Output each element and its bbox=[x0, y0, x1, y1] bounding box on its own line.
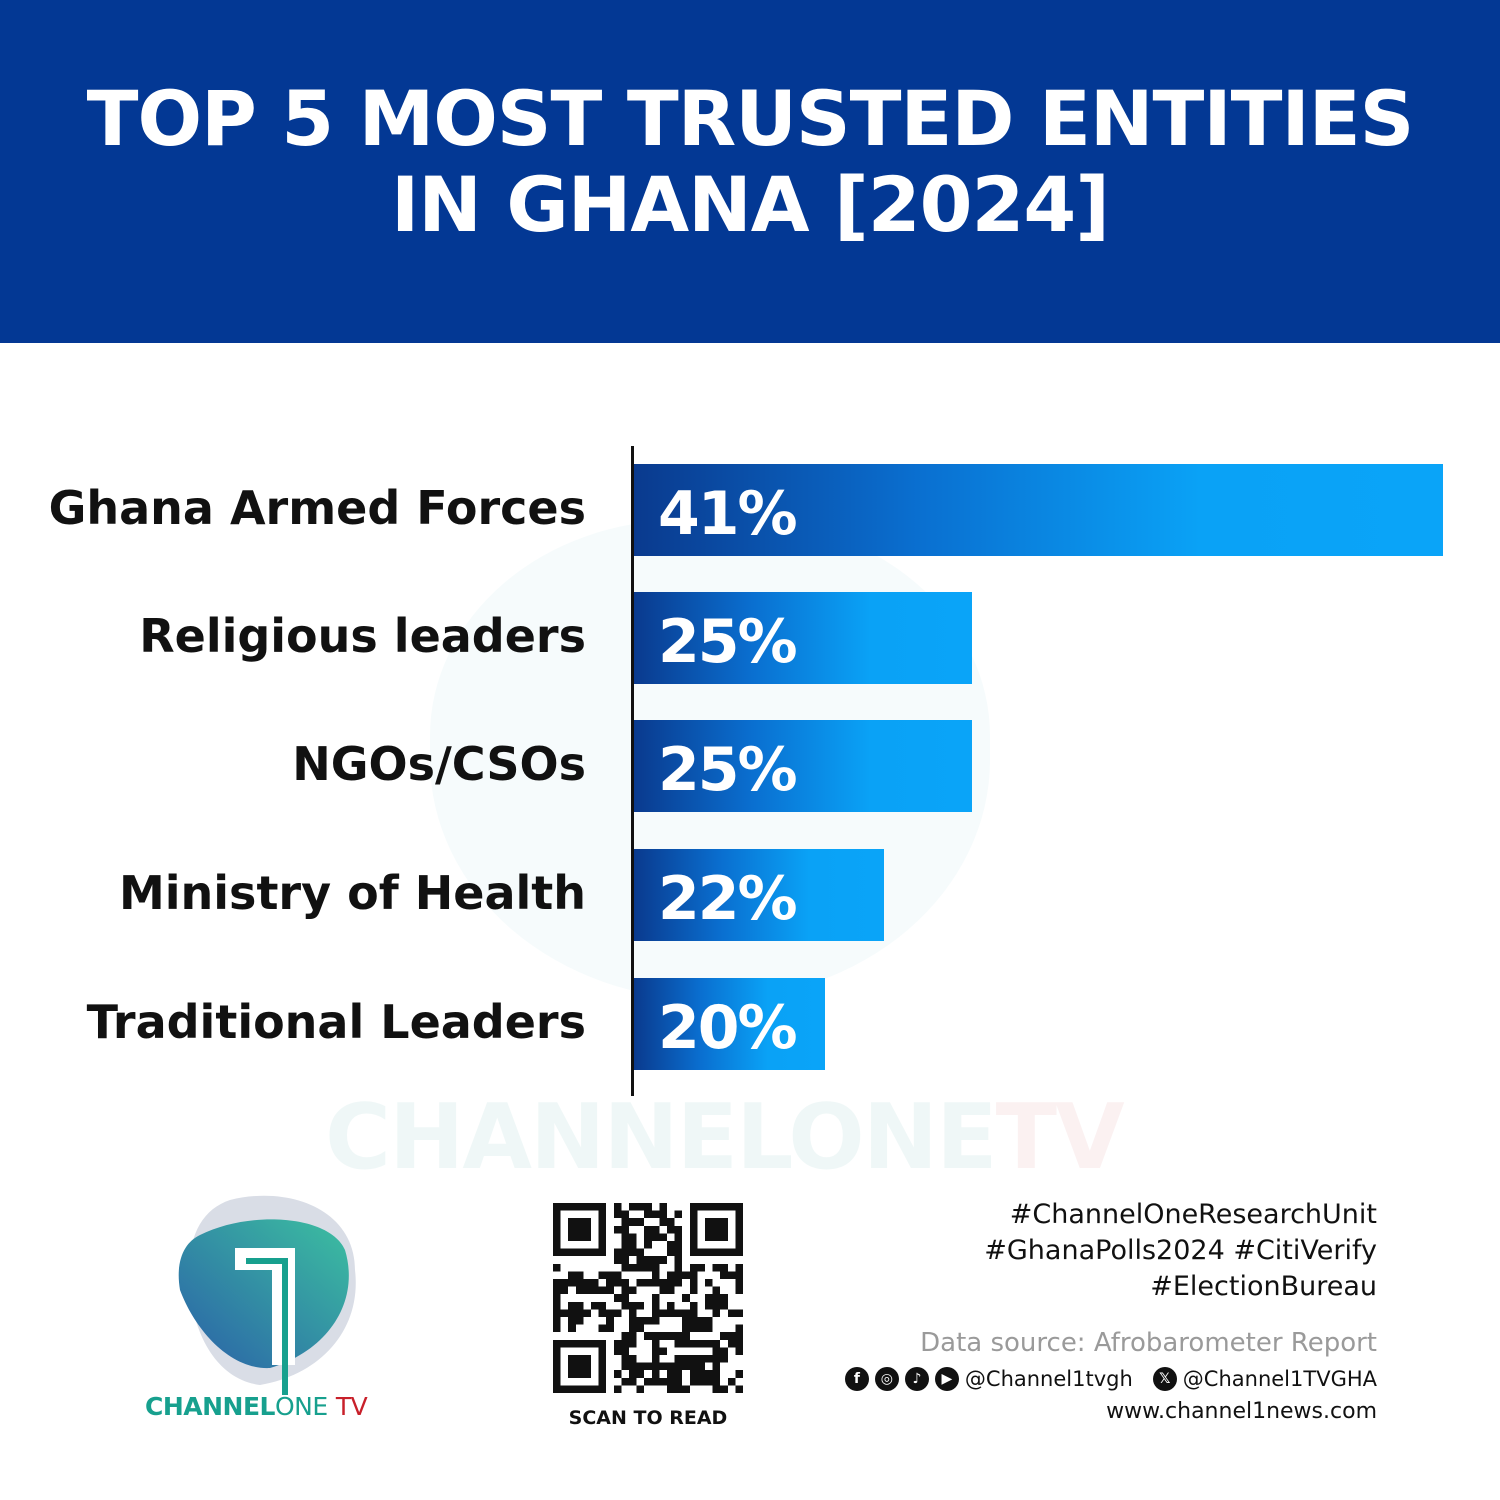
value-label: 25% bbox=[658, 607, 798, 677]
youtube-icon[interactable]: ▶ bbox=[934, 1367, 959, 1391]
value-label: 41% bbox=[658, 479, 798, 549]
hashtags: #ChannelOneResearchUnit #GhanaPolls2024 … bbox=[984, 1197, 1377, 1305]
category-label: Ministry of Health bbox=[119, 866, 586, 920]
page-title: TOP 5 MOST TRUSTED ENTITIES IN GHANA [20… bbox=[86, 73, 1415, 249]
x-icon[interactable]: 𝕏 bbox=[1152, 1367, 1177, 1391]
header-banner: TOP 5 MOST TRUSTED ENTITIES IN GHANA [20… bbox=[0, 0, 1500, 343]
category-label: NGOs/CSOs bbox=[292, 737, 586, 791]
facebook-icon[interactable]: f bbox=[844, 1367, 869, 1391]
watermark-tv: TV bbox=[995, 1085, 1125, 1190]
category-label: Traditional Leaders bbox=[86, 995, 586, 1049]
bar-chart: Ghana Armed Forces 41% Religious leaders 25… bbox=[0, 440, 1500, 1110]
tiktok-icon[interactable]: ♪ bbox=[904, 1367, 929, 1391]
channelone-logo-icon bbox=[178, 1195, 356, 1395]
instagram-icon[interactable]: ◎ bbox=[874, 1367, 899, 1391]
qr-code[interactable] bbox=[553, 1203, 743, 1393]
category-label: Ghana Armed Forces bbox=[48, 481, 586, 535]
x-handle[interactable]: @Channel1TVGHA bbox=[1182, 1367, 1377, 1391]
title-line-2: IN GHANA [2024] bbox=[390, 159, 1110, 249]
qr-caption: SCAN TO READ bbox=[568, 1407, 728, 1429]
hashtag-line: #GhanaPolls2024 #CitiVerify bbox=[984, 1235, 1377, 1266]
social-handle[interactable]: @Channel1tvgh bbox=[964, 1367, 1133, 1391]
hashtag-line: #ChannelOneResearchUnit bbox=[1009, 1199, 1377, 1230]
logo-tv: TV bbox=[335, 1392, 368, 1421]
bar: 22% bbox=[634, 849, 884, 941]
data-source: Data source: Afrobarometer Report bbox=[920, 1328, 1377, 1358]
bar: 20% bbox=[634, 978, 825, 1070]
bar: 41% bbox=[634, 464, 1443, 556]
title-line-1: TOP 5 MOST TRUSTED ENTITIES bbox=[86, 73, 1415, 163]
value-label: 25% bbox=[658, 735, 798, 805]
hashtag-line: #ElectionBureau bbox=[1150, 1271, 1377, 1302]
bar: 25% bbox=[634, 720, 972, 812]
watermark-brand: CHANNELONE bbox=[325, 1085, 998, 1190]
value-label: 20% bbox=[658, 993, 798, 1063]
logo-wordmark: CHANNELONE TV bbox=[145, 1392, 368, 1421]
bar: 25% bbox=[634, 592, 972, 684]
social-handles: f ◎ ♪ ▶ @Channel1tvgh 𝕏 @Channel1TVGHA bbox=[844, 1367, 1377, 1391]
logo-one: ONE bbox=[274, 1392, 328, 1421]
category-label: Religious leaders bbox=[139, 609, 586, 663]
logo-channel: CHANNEL bbox=[145, 1392, 275, 1421]
website-link[interactable]: www.channel1news.com bbox=[1106, 1399, 1377, 1424]
y-axis-line bbox=[631, 446, 634, 1096]
watermark-text: CHANNELONETV bbox=[325, 1085, 1125, 1190]
value-label: 22% bbox=[658, 864, 798, 934]
